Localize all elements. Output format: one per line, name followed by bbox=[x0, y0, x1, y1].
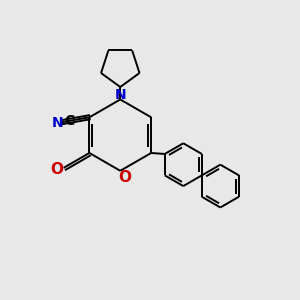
Text: N: N bbox=[115, 88, 126, 102]
Text: N: N bbox=[51, 116, 63, 130]
Text: C: C bbox=[64, 114, 74, 128]
Text: O: O bbox=[118, 170, 131, 185]
Text: O: O bbox=[51, 162, 64, 177]
